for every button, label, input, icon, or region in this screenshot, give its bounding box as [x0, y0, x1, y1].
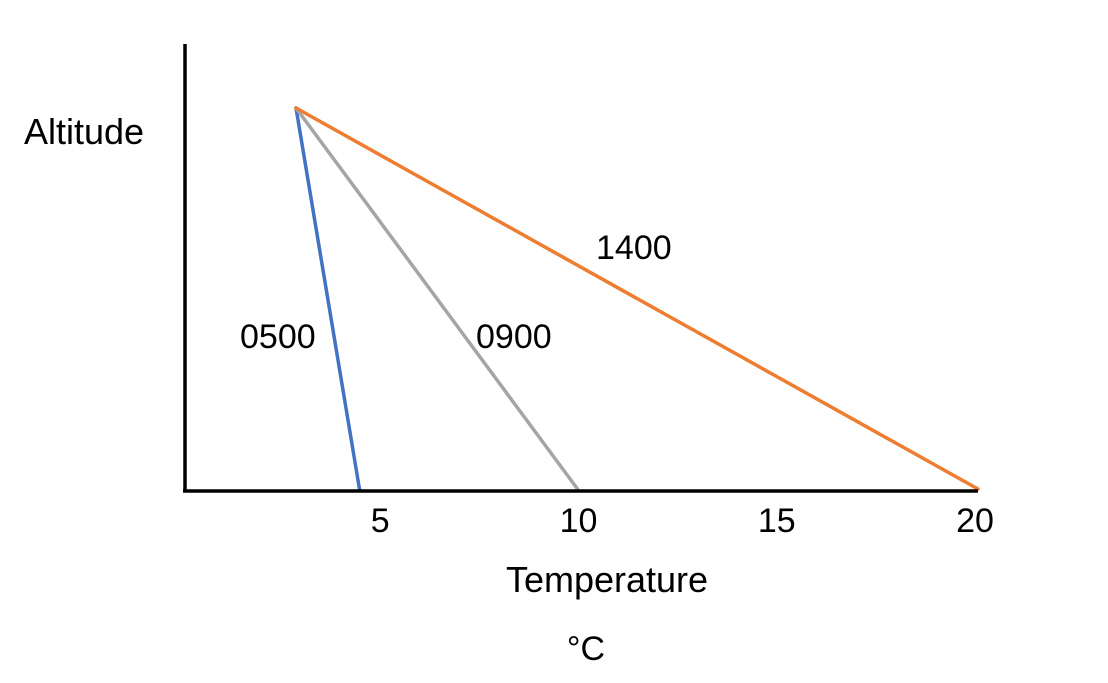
series-label-0900: 0900 [476, 318, 552, 356]
series-line-0900 [294, 106, 580, 491]
x-tick-labels: 5 10 15 20 [371, 502, 994, 540]
x-tick-label-20: 20 [956, 502, 994, 540]
y-axis-label: Altitude [24, 111, 144, 152]
series-line-0500 [294, 106, 362, 491]
x-tick-label-5: 5 [371, 502, 390, 540]
series-layer [294, 106, 980, 491]
series-line-1400 [294, 106, 980, 491]
x-axis-label: Temperature [506, 559, 708, 600]
series-label-0500: 0500 [240, 318, 316, 356]
series-labels: 0500 0900 1400 [240, 229, 672, 356]
series-label-1400: 1400 [596, 229, 672, 267]
x-tick-label-15: 15 [758, 502, 796, 540]
x-tick-label-10: 10 [560, 502, 598, 540]
x-axis-unit: °C [567, 630, 605, 668]
